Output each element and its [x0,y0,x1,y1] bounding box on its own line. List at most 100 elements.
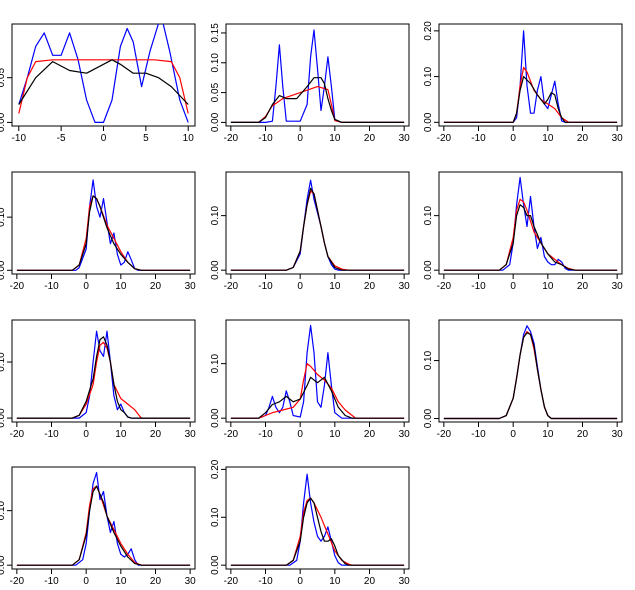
x-tick-label: 10 [542,281,554,292]
x-tick-label: 10 [542,429,554,440]
y-tick-label: 0.20 [210,459,221,479]
panel-8: -20 -10 0 10 20 30 0.00 0.10 [210,319,411,440]
x-tick-label: -20 [224,429,239,440]
x-tick-label: 0 [83,281,89,292]
panel-6: -20 -10 0 10 20 30 0.00 0.10 [423,171,623,292]
plot-frame [11,171,196,275]
x-tick-label: 20 [364,429,376,440]
black-density-line [16,195,191,271]
panel-3: -20 -10 0 10 20 30 0.00 0.10 0.20 [423,21,623,144]
red-density-line [18,59,189,114]
x-tick-label: 10 [115,281,127,292]
x-tick-label: 30 [399,281,411,292]
y-tick-label: 0.15 [210,23,221,43]
panel-7: -20 -10 0 10 20 30 0.00 0.10 [0,319,197,440]
x-tick-label: 30 [399,429,411,440]
x-tick-label: -10 [471,133,486,144]
black-density-line [230,77,405,124]
blue-density-line [230,473,405,566]
x-tick-label: -20 [10,429,25,440]
x-tick-label: 10 [329,281,341,292]
panel-11: -20 -10 0 10 20 30 0.00 0.10 0.20 [210,459,410,587]
y-tick-label: 0.10 [423,66,434,86]
x-tick-label: -20 [224,133,239,144]
x-tick-label: 10 [329,576,341,587]
x-tick-label: 30 [185,429,197,440]
y-tick-label: 0.10 [0,500,7,520]
x-tick-label: 0 [510,429,516,440]
x-tick-label: -10 [44,281,59,292]
y-tick-label: 0.10 [210,53,221,73]
x-tick-label: 0 [101,133,107,144]
red-density-line [230,497,405,566]
red-density-line [230,85,405,124]
red-density-line [443,198,618,271]
x-tick-label: -10 [44,576,59,587]
x-tick-label: 20 [150,281,162,292]
black-density-line [443,75,618,123]
x-tick-label: 0 [83,429,89,440]
x-tick-label: -20 [224,576,239,587]
x-tick-label: 20 [150,576,162,587]
red-density-line [230,190,405,271]
x-tick-label: 20 [577,281,589,292]
plot-frame [11,466,196,570]
x-tick-label: 20 [364,281,376,292]
blue-density-line [230,29,405,124]
x-tick-label: 30 [185,576,197,587]
x-tick-label: 30 [399,576,411,587]
panel-10: -20 -10 0 10 20 30 0.00 0.10 [0,466,197,587]
blue-density-line [443,176,618,271]
x-tick-label: 0 [83,576,89,587]
x-tick-label: -10 [471,281,486,292]
red-density-line [443,331,618,420]
x-tick-label: 30 [185,281,197,292]
y-tick-label: 0.00 [210,260,221,280]
black-density-line [230,376,405,419]
y-tick-label: 0.10 [423,205,434,225]
y-tick-label: 0.10 [210,205,221,225]
y-tick-label: 0.10 [0,352,7,372]
x-tick-label: 0 [297,133,303,144]
x-tick-label: -10 [44,429,59,440]
x-tick-label: 20 [577,429,589,440]
x-tick-label: -20 [224,281,239,292]
plot-frame [438,23,623,127]
y-tick-label: 0.00 [210,112,221,132]
y-tick-label: 0.10 [423,350,434,370]
black-density-line [18,59,189,105]
x-tick-label: -5 [57,133,66,144]
x-tick-label: -10 [258,281,273,292]
x-tick-label: 10 [115,429,127,440]
y-tick-label: 0.00 [0,260,7,280]
x-tick-label: -20 [437,281,452,292]
plot-frame [225,23,410,127]
x-tick-label: 0 [510,133,516,144]
plot-frame [225,319,410,423]
y-tick-label: 0.00 [0,112,7,132]
plot-frame [438,171,623,275]
x-tick-label: -10 [258,576,273,587]
plot-frame [438,319,623,423]
y-tick-label: 0.10 [210,353,221,373]
x-tick-label: 30 [399,133,411,144]
blue-density-line [230,179,405,271]
panel-2: -20 -10 0 10 20 30 0.00 0.05 0.10 0.15 [210,23,410,144]
black-density-line [443,204,618,271]
y-tick-label: 0.20 [423,21,434,41]
x-tick-label: -10 [12,133,27,144]
x-tick-label: 30 [612,429,624,440]
plot-frame [225,171,410,275]
blue-density-line [230,324,405,419]
x-tick-label: -20 [10,281,25,292]
blue-density-line [16,330,191,419]
x-tick-label: -20 [10,576,25,587]
x-tick-label: -20 [437,133,452,144]
red-density-line [230,363,405,419]
x-tick-label: 10 [183,133,195,144]
x-tick-label: -10 [258,429,273,440]
plot-frame [11,23,196,127]
blue-density-line [16,471,191,566]
x-tick-label: 30 [612,133,624,144]
